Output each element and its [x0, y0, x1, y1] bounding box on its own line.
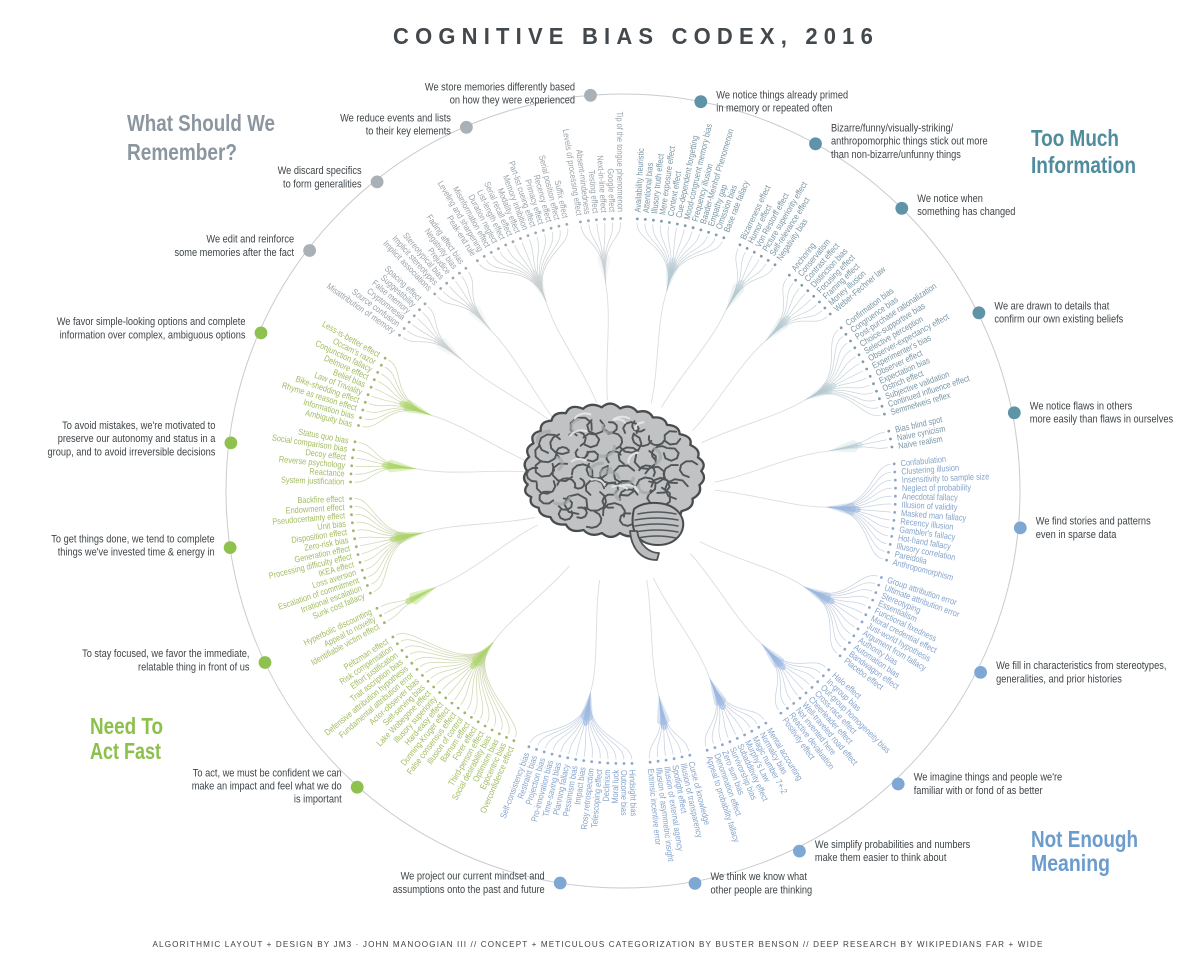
svg-text:Tip of the tongue phenomenon: Tip of the tongue phenomenon: [615, 112, 626, 213]
svg-text:Insensitivity to sample size: Insensitivity to sample size: [902, 471, 990, 485]
svg-text:confirm our own existing belie: confirm our own existing beliefs: [994, 314, 1123, 326]
svg-text:Declinism: Declinism: [601, 769, 613, 802]
svg-text:To stay focused, we favor the: To stay focused, we favor the immediate,: [82, 648, 249, 660]
svg-text:We simplify probabilities and: We simplify probabilities and numbers: [815, 839, 971, 851]
svg-text:To act, we must be confident w: To act, we must be confident we can: [193, 767, 342, 779]
svg-text:relatable thing in front of us: relatable thing in front of us: [138, 661, 250, 673]
svg-text:than non-bizarre/unfunny thing: than non-bizarre/unfunny things: [831, 149, 961, 161]
svg-text:We find stories and patterns: We find stories and patterns: [1036, 516, 1151, 528]
svg-text:Reactance: Reactance: [309, 466, 345, 478]
svg-text:System justification: System justification: [281, 475, 345, 487]
svg-text:Clustering illusion: Clustering illusion: [901, 462, 960, 476]
svg-text:group, and to avoid irreversib: group, and to avoid irreversible decisio…: [48, 446, 216, 458]
svg-text:something has changed: something has changed: [917, 206, 1015, 218]
svg-text:We edit and reinforce: We edit and reinforce: [206, 234, 294, 246]
svg-text:some memories after the fact: some memories after the fact: [175, 247, 295, 259]
svg-text:Remember?: Remember?: [127, 139, 237, 165]
svg-text:Hindsight bias: Hindsight bias: [627, 770, 639, 817]
svg-text:Confabulation: Confabulation: [900, 454, 946, 468]
svg-text:in memory or repeated often: in memory or repeated often: [716, 103, 832, 115]
svg-text:Act Fast: Act Fast: [90, 738, 161, 764]
svg-text:Google effect: Google effect: [606, 168, 618, 213]
svg-text:We notice things already prime: We notice things already primed: [716, 89, 848, 101]
svg-text:What Should We: What Should We: [127, 110, 275, 136]
svg-text:information over complex, ambi: information over complex, ambiguous opti…: [60, 329, 246, 341]
svg-text:We think we know what: We think we know what: [711, 871, 807, 883]
svg-text:We store memories differently: We store memories differently based: [425, 82, 575, 94]
svg-text:We favor simple-looking option: We favor simple-looking options and comp…: [57, 316, 246, 328]
svg-text:Meaning: Meaning: [1031, 850, 1110, 876]
svg-text:preserve our autonomy and stat: preserve our autonomy and status in a: [58, 433, 216, 445]
svg-text:Neglect of probability: Neglect of probability: [902, 482, 972, 493]
svg-text:make them easier to think abou: make them easier to think about: [815, 852, 947, 864]
svg-text:other people are thinking: other people are thinking: [711, 884, 813, 896]
svg-text:generalities, and prior histor: generalities, and prior histories: [996, 673, 1122, 685]
svg-text:to form generalities: to form generalities: [283, 178, 362, 190]
svg-text:anthropomorphic things stick o: anthropomorphic things stick out more: [831, 136, 988, 148]
svg-text:to their key elements: to their key elements: [366, 126, 452, 138]
svg-text:Not Enough: Not Enough: [1031, 826, 1138, 852]
svg-text:Endowment effect: Endowment effect: [285, 502, 345, 515]
svg-text:We project our current mindset: We project our current mindset and: [401, 871, 545, 883]
svg-text:To get things done, we tend to: To get things done, we tend to complete: [51, 533, 214, 545]
svg-text:Unit bias: Unit bias: [317, 519, 347, 532]
svg-text:Availability heuristic: Availability heuristic: [633, 147, 646, 212]
svg-text:is important: is important: [294, 794, 342, 806]
svg-text:We notice flaws in others: We notice flaws in others: [1030, 401, 1133, 413]
svg-text:on how they were experienced: on how they were experienced: [450, 95, 575, 107]
svg-text:ALGORITHMIC LAYOUT + DESIGN BY: ALGORITHMIC LAYOUT + DESIGN BY JM3 · JOH…: [153, 939, 1044, 949]
svg-text:Anecdotal fallacy: Anecdotal fallacy: [902, 491, 959, 502]
svg-text:make an impact and feel what w: make an impact and feel what we do: [192, 781, 342, 793]
svg-text:Next-in-line effect: Next-in-line effect: [595, 155, 609, 213]
svg-text:Testing effect: Testing effect: [587, 170, 601, 215]
svg-text:To avoid mistakes, we're motiv: To avoid mistakes, we're motivated to: [62, 420, 215, 432]
svg-text:things we've invested time & e: things we've invested time & energy in: [58, 547, 215, 559]
svg-text:We notice when: We notice when: [917, 193, 983, 205]
svg-text:Too Much: Too Much: [1031, 125, 1119, 151]
svg-text:Information: Information: [1031, 152, 1136, 178]
svg-text:even in sparse data: even in sparse data: [1036, 529, 1117, 541]
svg-text:Bizarre/funny/visually-strikin: Bizarre/funny/visually-striking/: [831, 122, 954, 134]
svg-text:Illusion of validity: Illusion of validity: [901, 500, 958, 513]
svg-text:We imagine things and people w: We imagine things and people we're: [914, 772, 1062, 784]
svg-text:COGNITIVE BIAS CODEX, 2016: COGNITIVE BIAS CODEX, 2016: [393, 23, 879, 49]
svg-text:Outcome bias: Outcome bias: [619, 770, 629, 816]
svg-text:We fill in characteristics fro: We fill in characteristics from stereoty…: [996, 660, 1166, 672]
svg-text:more easily than flaws in ours: more easily than flaws in ourselves: [1030, 414, 1174, 426]
svg-text:Need To: Need To: [90, 713, 163, 739]
svg-text:We discard specifics: We discard specifics: [278, 165, 362, 177]
svg-text:Backfire effect: Backfire effect: [297, 494, 344, 505]
svg-text:We reduce events and lists: We reduce events and lists: [340, 113, 451, 125]
svg-text:Attentional bias: Attentional bias: [641, 162, 655, 214]
svg-text:assumptions onto the past and: assumptions onto the past and future: [393, 884, 545, 896]
svg-text:We are drawn to details that: We are drawn to details that: [994, 301, 1109, 313]
svg-text:familiar with or fond of as be: familiar with or fond of as better: [914, 785, 1043, 797]
svg-text:Moral luck: Moral luck: [610, 769, 621, 803]
